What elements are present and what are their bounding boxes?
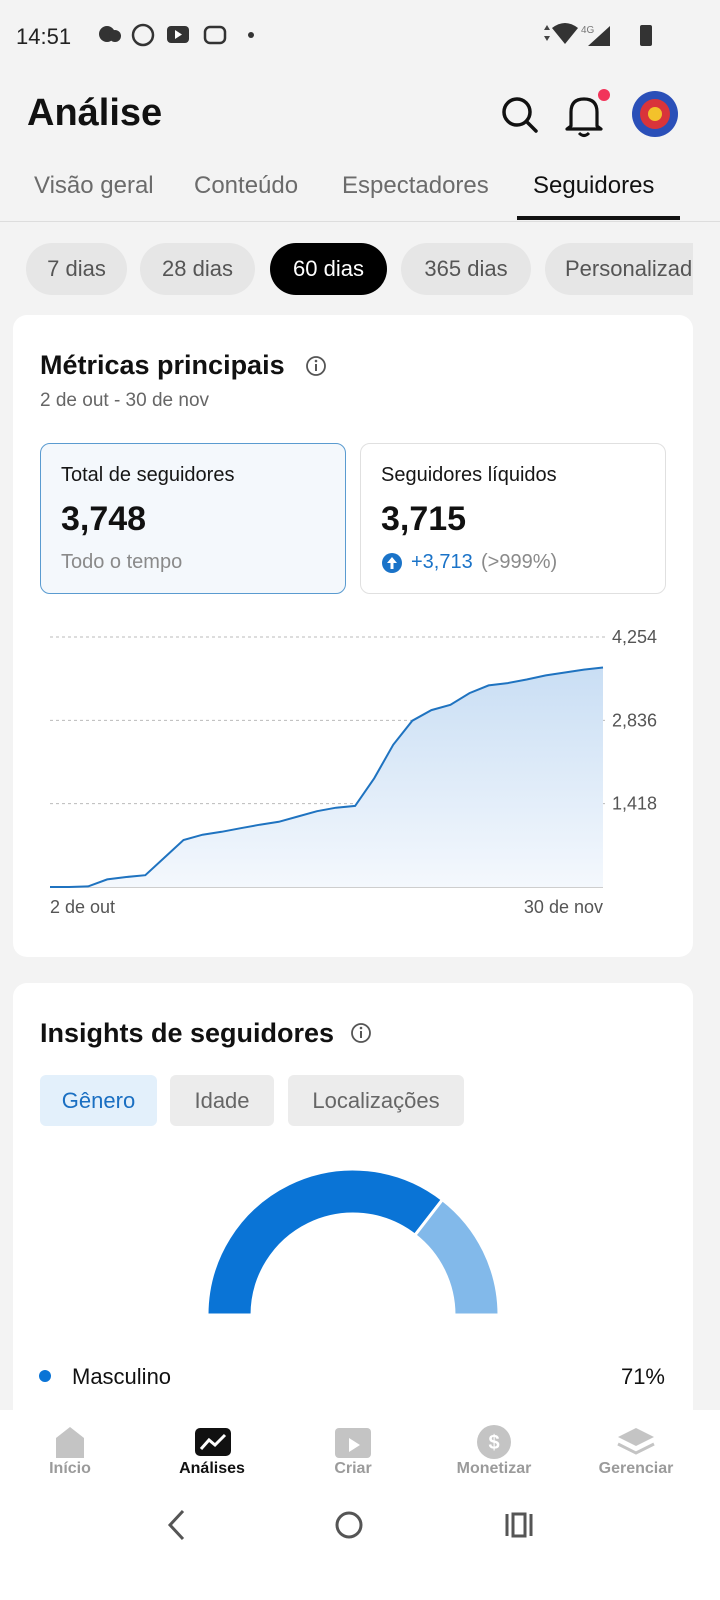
donut-segment (205, 1167, 445, 1317)
area (50, 667, 603, 887)
header-actions[interactable] (495, 88, 690, 144)
status-right-icons: 4G (544, 23, 652, 46)
period-chip[interactable]: 7 dias (26, 243, 127, 295)
y-tick-label: 4,254 (612, 627, 657, 647)
legend-dot (39, 1370, 51, 1382)
period-chip[interactable]: 365 dias (401, 243, 531, 295)
metric-box[interactable]: Seguidores líquidos 3,715 +3,713 (>999%) (360, 443, 666, 594)
legend-value: 71% (621, 1364, 665, 1389)
y-tick-label: 2,836 (612, 710, 657, 730)
metric-value: 3,748 (61, 500, 147, 538)
card-title: Métricas principais (40, 350, 285, 380)
metric-change: +3,713 (411, 551, 473, 573)
donut-segment (412, 1197, 501, 1317)
period-chip[interactable]: Personalizado (545, 243, 693, 295)
nav-item[interactable]: Início (49, 1460, 91, 1477)
tab-indicator (517, 216, 680, 220)
filter[interactable]: Idade (170, 1075, 274, 1126)
period-chip[interactable]: 28 dias (140, 243, 255, 295)
metric-box-selected[interactable]: Total de seguidores 3,748 Todo o tempo (40, 443, 346, 594)
metric-label: Total de seguidores (61, 464, 235, 486)
tab[interactable]: Espectadores (342, 172, 489, 199)
tab[interactable]: Visão geral (34, 172, 154, 199)
svg-text:$: $ (488, 1432, 499, 1454)
x-tick-label: 2 de out (50, 897, 115, 917)
metric-label: Seguidores líquidos (381, 464, 557, 486)
metric-value: 3,715 (381, 500, 467, 538)
charts-layer: 1,418 2,836 4,254 2 de out 30 de nov Masculin… (39, 627, 665, 1389)
x-tick-label: 30 de nov (524, 897, 603, 917)
metric-change-pct: (>999%) (481, 551, 558, 573)
nav-item-active[interactable]: Análises (179, 1460, 245, 1477)
nav-icons: $ (56, 1425, 655, 1459)
svg-text:4G: 4G (581, 25, 595, 36)
filter-active[interactable]: Gênero (40, 1075, 157, 1126)
tab[interactable]: Conteúdo (194, 172, 299, 199)
metric-note: Todo o tempo (61, 551, 183, 573)
period-chip-active[interactable]: 60 dias (270, 243, 387, 295)
page-title: Análise (27, 92, 163, 134)
filter[interactable]: Localizações (288, 1075, 464, 1126)
tab-active[interactable]: Seguidores (533, 172, 655, 199)
line (50, 666, 604, 888)
card-title: Insights de seguidores (40, 1018, 335, 1048)
legend-label: Masculino (72, 1364, 171, 1389)
up-arrow-icon (382, 553, 402, 573)
status-time: 14:51 (16, 24, 72, 49)
nav-item[interactable]: Gerenciar (598, 1460, 674, 1477)
date-range: 2 de out - 30 de nov (40, 390, 210, 411)
info-icon[interactable] (305, 355, 327, 377)
nav-item[interactable]: Monetizar (456, 1460, 532, 1477)
tab-divider (0, 221, 720, 222)
info-icon[interactable] (350, 1022, 372, 1044)
status-icons (99, 23, 254, 47)
y-tick-label: 1,418 (612, 794, 657, 814)
nav-item[interactable]: Criar (334, 1460, 372, 1477)
system-nav[interactable] (0, 1505, 720, 1545)
